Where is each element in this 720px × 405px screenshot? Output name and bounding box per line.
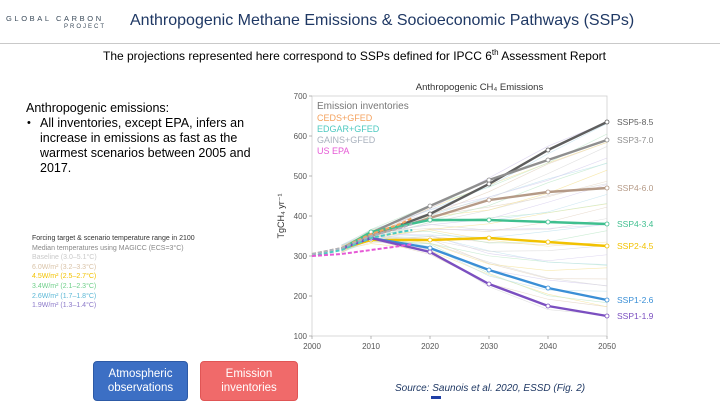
subtitle-text-end: Assessment Report <box>498 49 606 63</box>
scenario-fan-line <box>341 133 608 251</box>
inventory-legend-item: GAINS+GFED <box>317 135 376 145</box>
series-point <box>545 147 551 153</box>
x-tick-label: 2050 <box>598 342 616 351</box>
series-label: SSP2-4.5 <box>617 241 654 251</box>
inventory-line <box>311 243 413 257</box>
scenario-legend-item: 1.9W/m² (1.3–1.4°C) <box>32 302 97 310</box>
inventory-line <box>311 223 413 255</box>
logo-wordmark: GLOBAL CARBON <box>6 14 118 23</box>
inventory-legend-item: CEDS+GFED <box>317 113 373 123</box>
scenario-legend-item: 2.6W/m² (1.7–1.8°C) <box>32 292 97 300</box>
x-tick-label: 2010 <box>362 342 380 351</box>
series-point <box>427 211 433 217</box>
subtitle-superscript: th <box>491 48 499 57</box>
note-heading: Anthropogenic emissions: <box>26 101 170 115</box>
y-tick-label: 500 <box>294 172 308 181</box>
y-tick-label: 200 <box>294 292 308 301</box>
scenario-fan-line <box>341 243 608 308</box>
series-point <box>604 221 610 227</box>
series-label: SSP4-3.4 <box>617 219 654 229</box>
inventory-legend-heading: Emission inventories <box>317 101 409 112</box>
series-label: SSP3-7.0 <box>617 135 654 145</box>
series-point <box>486 267 492 273</box>
series-point <box>545 219 551 225</box>
y-tick-label: 400 <box>294 212 308 221</box>
series-point <box>427 237 433 243</box>
series-line-ssp2-4.5 <box>341 236 608 250</box>
series-point <box>486 181 492 187</box>
series-point <box>545 189 551 195</box>
y-axis-label: TgCH₄ yr⁻¹ <box>276 194 286 239</box>
chart-canvas: 100 200 300 400 500 600 700 2000 2010 2020 2030 204… <box>276 82 654 351</box>
inventory-legend-item: US EPA <box>317 146 349 156</box>
gcp-logo: GLOBAL CARBON PROJECT <box>6 14 118 42</box>
y-tick-label: 300 <box>294 252 308 261</box>
series-point <box>486 177 492 183</box>
series-label: SSP4-6.0 <box>617 183 654 193</box>
scenario-legend-item: 4.5W/m² (2.5–2.7°C) <box>32 273 97 281</box>
series-point <box>604 243 610 249</box>
y-tick-label: 100 <box>294 332 308 341</box>
x-tick-label: 2030 <box>480 342 498 351</box>
series-point <box>486 235 492 241</box>
chart-title: Anthropogenic CH₄ Emissions <box>416 82 544 93</box>
series-label: SSP1-1.9 <box>617 311 654 321</box>
scenario-legend-subheading: Median temperatures using MAGICC (ECS=3°… <box>32 244 184 252</box>
series-point <box>604 185 610 191</box>
series-point <box>486 281 492 287</box>
title-divider <box>0 43 720 44</box>
series-point <box>427 203 433 209</box>
scenario-legend-item: Baseline (3.0–5.1°C) <box>32 254 97 262</box>
emission-inventories-button[interactable]: Emission inventories <box>200 361 298 401</box>
scenario-fan-line <box>341 241 608 287</box>
page-subtitle: The projections represented here corresp… <box>103 48 606 63</box>
y-tick-label: 600 <box>294 132 308 141</box>
series-point <box>427 249 433 255</box>
series-label: SSP1-2.6 <box>617 295 654 305</box>
series-point <box>486 217 492 223</box>
series-point <box>545 303 551 309</box>
note-bullet: All inventories, except EPA, infers an i… <box>27 116 266 176</box>
source-citation: Source: Saunois et al. 2020, ESSD (Fig. … <box>395 383 586 394</box>
scenario-legend-heading: Forcing target & scenario temperature ra… <box>32 235 195 242</box>
series-point <box>545 239 551 245</box>
subtitle-text: The projections represented here corresp… <box>103 49 492 63</box>
series-point <box>486 197 492 203</box>
scenario-legend: Forcing target & scenario temperature ra… <box>32 234 242 311</box>
series-point <box>427 217 433 223</box>
inventory-legend-item: EDGAR+GFED <box>317 124 380 134</box>
series-point <box>604 119 610 125</box>
series-point <box>604 297 610 303</box>
x-tick-label: 2040 <box>539 342 557 351</box>
emissions-note: Anthropogenic emissions: All inventories… <box>26 101 266 176</box>
series-point <box>604 313 610 319</box>
series-point <box>604 137 610 143</box>
series-point <box>545 285 551 291</box>
atmospheric-observations-button[interactable]: Atmospheric observations <box>93 361 188 401</box>
x-tick-label: 2020 <box>421 342 439 351</box>
page-title: Anthropogenic Methane Emissions & Socioe… <box>130 12 635 29</box>
note-list: All inventories, except EPA, infers an i… <box>26 116 266 176</box>
x-tick-label: 2000 <box>303 342 321 351</box>
logo-line1: GLOBAL CARBON <box>6 14 104 23</box>
scenario-legend-item: 3.4W/m² (2.1–2.3°C) <box>32 282 97 290</box>
scenario-legend-item: 6.0W/m² (3.2–3.3°C) <box>32 263 97 271</box>
source-marker <box>431 396 441 399</box>
series-point <box>545 157 551 163</box>
inventory-line <box>311 229 413 257</box>
methane-chart: 100 200 300 400 500 600 700 2000 2010 2020 2030 204… <box>272 78 720 360</box>
y-tick-label: 700 <box>294 92 308 101</box>
series-line-ssp4-3.4 <box>340 218 608 250</box>
logo-line2: PROJECT <box>64 24 107 30</box>
series-label: SSP5-8.5 <box>617 117 654 127</box>
series-point <box>427 245 433 251</box>
